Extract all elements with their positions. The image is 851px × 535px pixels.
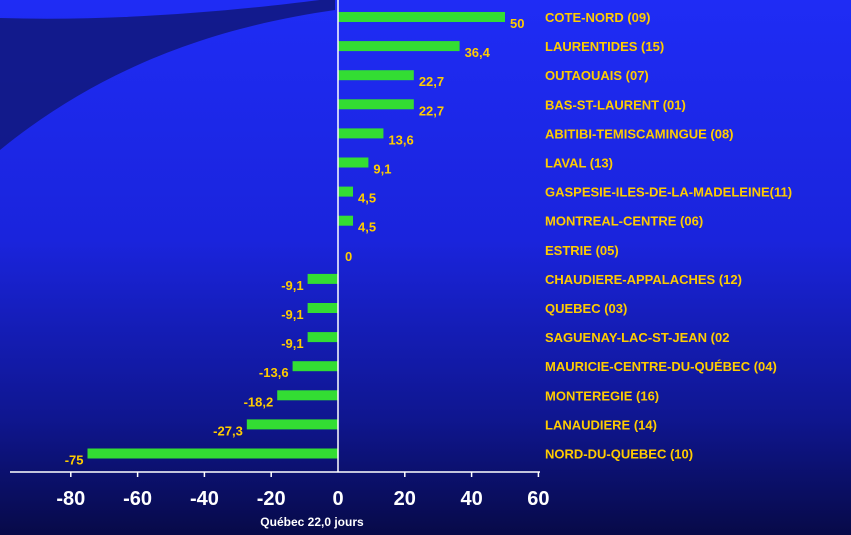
x-tick-label: -60	[123, 488, 152, 510]
bar	[87, 448, 338, 459]
x-tick-label: -40	[190, 488, 219, 510]
bar	[307, 273, 338, 284]
category-label: ABITIBI-TEMISCAMINGUE (08)	[545, 126, 734, 141]
bar	[292, 361, 338, 372]
data-label: 4,5	[358, 191, 376, 206]
category-label: ESTRIE (05)	[545, 243, 619, 258]
data-label: 13,6	[388, 132, 413, 147]
category-label: MAURICIE-CENTRE-DU-QUÉBEC (04)	[545, 359, 777, 374]
category-label: SAGUENAY-LAC-ST-JEAN (02	[545, 330, 729, 345]
x-tick-label: 20	[394, 488, 416, 510]
category-label: GASPESIE-ILES-DE-LA-MADELEINE(11)	[545, 185, 792, 200]
category-label: QUEBEC (03)	[545, 301, 627, 316]
category-label: LAVAL (13)	[545, 156, 613, 171]
category-label: MONTREAL-CENTRE (06)	[545, 214, 703, 229]
category-labels-layer: COTE-NORD (09) LAURENTIDES (15) OUTAOUAIS …	[545, 10, 792, 462]
bar	[338, 157, 369, 168]
bar	[338, 12, 505, 22]
data-label: -9,1	[281, 278, 303, 293]
data-label: 22,7	[419, 74, 444, 89]
bar	[338, 128, 384, 139]
data-label: -75	[65, 453, 84, 468]
bar	[338, 70, 414, 81]
data-label: 9,1	[373, 162, 391, 177]
data-label: -9,1	[281, 336, 303, 351]
data-label: -27,3	[213, 423, 243, 438]
data-label: -9,1	[281, 307, 303, 322]
category-label: MONTEREGIE (16)	[545, 388, 659, 403]
data-label: -13,6	[259, 365, 289, 380]
bar	[307, 332, 338, 343]
x-tick-label: -80	[56, 488, 85, 510]
axis-layer: -80 -60 -40 -20 0 20 40 60	[10, 0, 550, 510]
bars-layer	[87, 12, 505, 459]
data-label: -18,2	[244, 394, 274, 409]
bar	[307, 303, 338, 313]
category-label: OUTAOUAIS (07)	[545, 68, 649, 83]
data-label: 4,5	[358, 220, 376, 235]
category-label: COTE-NORD (09)	[545, 10, 650, 25]
x-tick-label: 60	[527, 488, 549, 510]
bar	[246, 419, 338, 430]
bar	[338, 186, 354, 197]
bar	[277, 390, 338, 401]
category-label: LANAUDIERE (14)	[545, 417, 657, 432]
x-tick-label: 40	[460, 488, 482, 510]
bar	[338, 215, 354, 226]
bar	[338, 41, 460, 52]
category-label: CHAUDIERE-APPALACHES (12)	[545, 272, 742, 287]
data-label: 36,4	[465, 45, 491, 60]
data-label: 50	[510, 16, 524, 31]
x-axis-label: Québec 22,0 jours	[260, 515, 364, 529]
category-label: LAURENTIDES (15)	[545, 39, 664, 54]
category-label: NORD-DU-QUEBEC (10)	[545, 447, 693, 462]
x-tick-label: -20	[257, 488, 286, 510]
decorative-swoosh	[0, 0, 335, 150]
bar	[338, 99, 414, 110]
data-label: 22,7	[419, 103, 444, 118]
value-labels-layer: 50 36,4 22,7 22,7 13,6 9,1 4,5 4,5 0 -9,1 -9,1 -9,1…	[65, 16, 525, 468]
data-label: 0	[345, 249, 352, 264]
x-tick-label: 0	[332, 488, 343, 510]
category-label: BAS-ST-LAURENT (01)	[545, 97, 686, 112]
